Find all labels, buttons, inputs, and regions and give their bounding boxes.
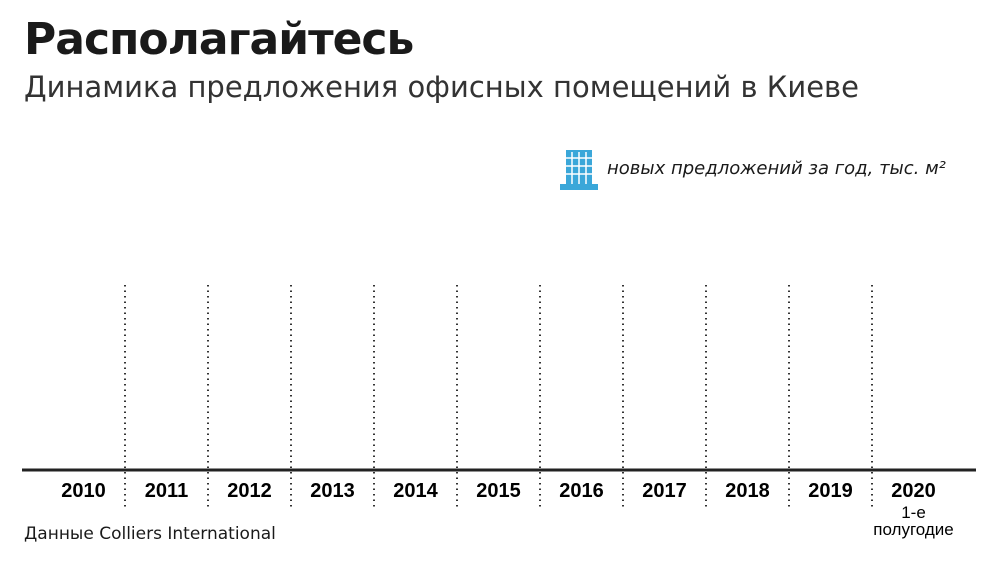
source: Данные Colliers International (24, 524, 276, 544)
x-tick-label: 2018 (725, 480, 770, 502)
x-tick-label: 2013 (310, 480, 355, 502)
x-tick-label: 2011 (144, 480, 189, 502)
annotation: 1-е полугодие (873, 503, 954, 539)
x-tick-label: 2020 (891, 480, 936, 502)
legend-icon (560, 150, 598, 190)
x-tick-label: 2019 (808, 480, 853, 502)
x-tick-label: 2017 (642, 480, 687, 502)
x-tick-label: 2015 (476, 480, 521, 502)
legend-label: новых предложений за год, тыс. м² (607, 158, 946, 179)
x-tick-label: 2012 (227, 480, 272, 502)
x-tick-label: 2010 (61, 480, 106, 502)
chart-title: Располагайтесь (24, 14, 414, 65)
x-tick-label: 2016 (559, 480, 604, 502)
chart-subtitle: Динамика предложения офисных помещений в… (24, 70, 859, 104)
x-tick-label: 2014 (393, 480, 438, 502)
